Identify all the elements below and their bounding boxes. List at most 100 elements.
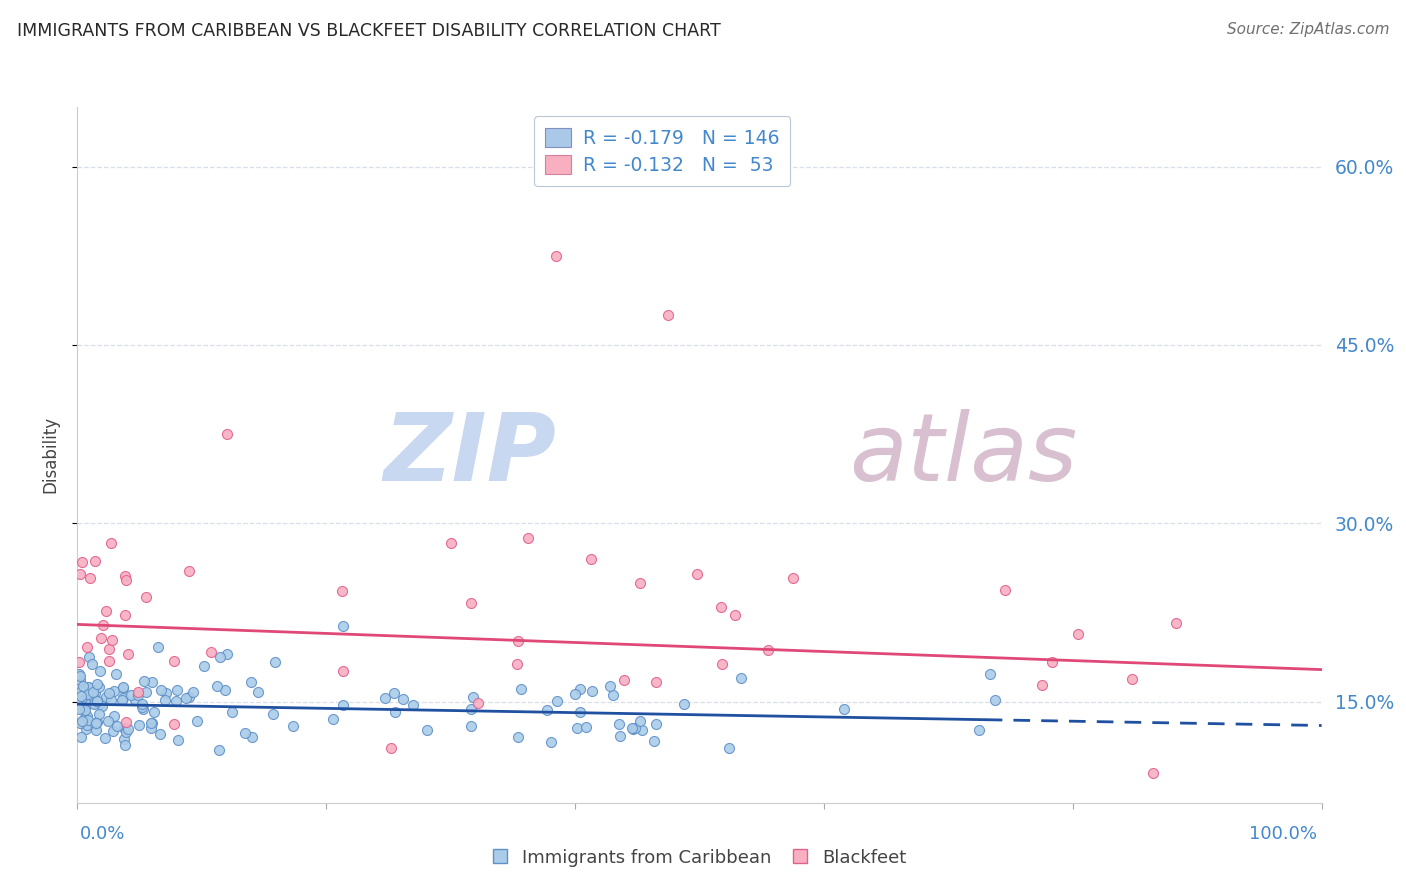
Point [72, 555, 94, 569]
Point [94, 731, 117, 745]
Point [165, 694, 187, 708]
Point [657, 308, 679, 322]
Point [67, 690, 90, 705]
Point [69, 673, 91, 687]
Point [114, 569, 136, 583]
Point [77, 650, 100, 665]
Point [131, 697, 153, 711]
Point [575, 720, 598, 734]
Point [579, 552, 602, 566]
Point [132, 702, 155, 716]
Point [214, 682, 236, 697]
Point [415, 723, 437, 738]
Point [208, 743, 231, 757]
Point [84, 723, 107, 737]
Point [120, 688, 142, 702]
Point [77, 687, 100, 701]
Point [141, 715, 163, 730]
Point [330, 584, 353, 599]
Point [166, 733, 188, 747]
Point [73, 703, 96, 717]
Point [82, 657, 104, 672]
Point [139, 721, 162, 735]
Point [67, 656, 90, 670]
Point [724, 608, 747, 623]
Point [89, 706, 111, 721]
Text: Source: ZipAtlas.com: Source: ZipAtlas.com [1226, 22, 1389, 37]
Point [127, 688, 149, 702]
Point [76, 640, 98, 654]
Point [162, 716, 184, 731]
Point [200, 645, 222, 659]
Point [613, 673, 636, 687]
Point [166, 682, 188, 697]
Point [114, 714, 136, 729]
Point [134, 673, 156, 688]
Point [86, 677, 108, 691]
Point [69, 689, 91, 703]
Point [1142, 765, 1164, 780]
Point [114, 738, 136, 752]
Point [620, 721, 643, 735]
Point [94, 604, 117, 618]
Point [1031, 678, 1053, 692]
Point [153, 692, 176, 706]
Point [624, 721, 647, 735]
Point [70, 683, 93, 698]
Point [463, 690, 485, 704]
Point [150, 683, 173, 698]
Point [215, 427, 238, 442]
Point [135, 684, 157, 698]
Point [82, 685, 104, 699]
Point [67, 667, 90, 681]
Point [506, 633, 529, 648]
Point [183, 684, 205, 698]
Point [460, 702, 482, 716]
Point [281, 719, 304, 733]
Point [82, 690, 104, 704]
Point [710, 599, 733, 614]
Point [72, 679, 94, 693]
Point [467, 696, 489, 710]
Point [76, 693, 98, 707]
Point [115, 574, 138, 588]
Point [73, 687, 96, 701]
Point [111, 693, 134, 707]
Point [76, 681, 98, 695]
Point [111, 680, 134, 694]
Point [506, 731, 529, 745]
Point [90, 696, 112, 710]
Point [77, 680, 100, 694]
Point [75, 698, 97, 712]
Point [70, 730, 93, 744]
Text: 0.0%: 0.0% [80, 825, 125, 843]
Point [112, 732, 135, 747]
Point [98, 642, 121, 657]
Point [979, 667, 1001, 681]
Point [193, 658, 215, 673]
Point [564, 687, 586, 701]
Point [141, 675, 163, 690]
Point [374, 691, 396, 706]
Point [546, 694, 568, 708]
Point [105, 666, 128, 681]
Point [1040, 656, 1063, 670]
Point [131, 699, 153, 714]
Point [322, 712, 344, 726]
Point [536, 703, 558, 717]
Point [460, 596, 482, 610]
Point [205, 679, 228, 693]
Point [567, 721, 589, 735]
Point [111, 691, 134, 706]
Point [460, 719, 482, 733]
Point [221, 705, 243, 719]
Point [673, 697, 696, 711]
Point [146, 640, 169, 655]
Text: atlas: atlas [849, 409, 1077, 500]
Point [124, 692, 146, 706]
Point [506, 657, 529, 672]
Point [84, 716, 107, 731]
Point [718, 740, 741, 755]
Point [69, 669, 91, 683]
Point [69, 566, 91, 581]
